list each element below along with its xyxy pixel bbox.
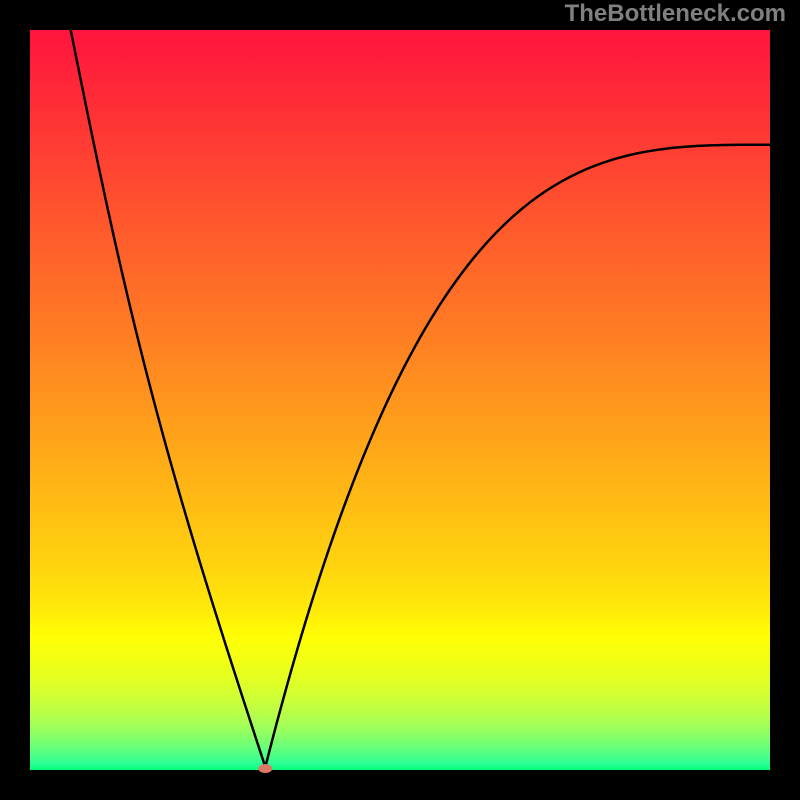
watermark-text: TheBottleneck.com — [565, 0, 786, 28]
optimum-marker — [258, 764, 272, 773]
bottleneck-chart-svg — [0, 0, 800, 800]
plot-gradient-background — [30, 30, 770, 770]
chart-container: TheBottleneck.com — [0, 0, 800, 800]
